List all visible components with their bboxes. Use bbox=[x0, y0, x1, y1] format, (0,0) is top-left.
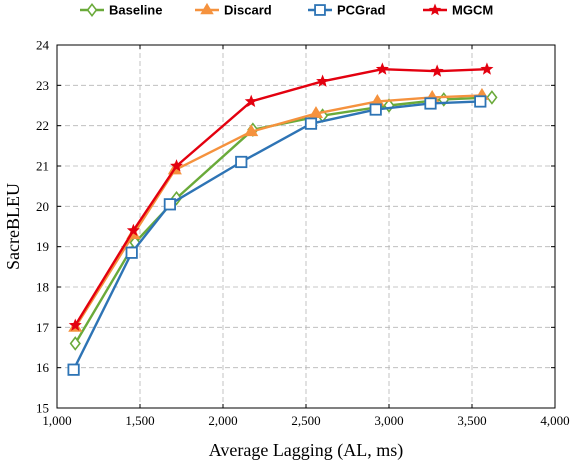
legend-marker-pcgrad bbox=[314, 4, 326, 16]
data-point-pcgrad bbox=[474, 95, 487, 108]
legend-label-baseline: Baseline bbox=[109, 3, 162, 18]
data-point-mgcm bbox=[316, 74, 330, 87]
data-point-discard bbox=[308, 106, 324, 118]
x-tick-label: 1,500 bbox=[125, 413, 154, 428]
x-tick-label: 4,000 bbox=[540, 413, 569, 428]
data-point-discard bbox=[244, 124, 259, 137]
legend-label-mgcm: MGCM bbox=[452, 3, 493, 18]
legend-entry-mgcm: MGCM bbox=[423, 3, 493, 18]
x-tick-label: 3,000 bbox=[374, 413, 403, 428]
data-point-mgcm bbox=[430, 64, 444, 77]
x-tick-label: 2,500 bbox=[291, 413, 320, 428]
x-tick-label: 3,500 bbox=[457, 413, 486, 428]
y-tick-label: 17 bbox=[36, 320, 50, 335]
y-tick-label: 15 bbox=[36, 401, 49, 416]
data-point-baseline bbox=[486, 90, 498, 105]
data-point-pcgrad bbox=[369, 103, 382, 116]
series-mgcm bbox=[68, 62, 494, 331]
x-axis-label: Average Lagging (AL, ms) bbox=[209, 440, 404, 461]
y-tick-label: 16 bbox=[36, 360, 50, 375]
y-tick-label: 21 bbox=[36, 159, 49, 174]
data-point-mgcm bbox=[480, 62, 494, 75]
data-point-pcgrad bbox=[67, 363, 80, 376]
data-point-mgcm bbox=[244, 94, 258, 107]
legend-marker-mgcm bbox=[428, 3, 442, 16]
series-discard bbox=[68, 87, 490, 332]
legend-entry-discard: Discard bbox=[195, 3, 272, 18]
data-point-pcgrad bbox=[163, 198, 176, 211]
series-line-baseline bbox=[74, 96, 492, 345]
data-point-baseline bbox=[69, 336, 81, 351]
series-line-pcgrad bbox=[72, 100, 481, 371]
series-pcgrad bbox=[67, 95, 487, 376]
series-line-discard bbox=[74, 94, 483, 328]
y-tick-label: 20 bbox=[36, 199, 49, 214]
series-line-mgcm bbox=[74, 67, 487, 326]
y-tick-label: 18 bbox=[36, 280, 49, 295]
data-point-mgcm bbox=[170, 159, 184, 172]
y-tick-label: 22 bbox=[36, 118, 49, 133]
data-point-pcgrad bbox=[125, 246, 138, 259]
axis-ticks: 1,000 1,500 2,000 2,500 3,000 3,500 4,000 15 16 1… bbox=[36, 38, 570, 429]
legend-marker-discard bbox=[200, 2, 214, 15]
y-axis-label: SacreBLEU bbox=[3, 183, 23, 270]
series-baseline bbox=[69, 90, 498, 351]
legend-entry-baseline: Baseline bbox=[80, 3, 162, 18]
x-tick-label: 1,000 bbox=[42, 413, 71, 428]
legend: Baseline Discard PCGrad MGCM bbox=[80, 3, 493, 18]
data-point-mgcm bbox=[375, 62, 389, 75]
legend-label-discard: Discard bbox=[224, 3, 272, 18]
legend-marker-baseline bbox=[86, 2, 98, 18]
data-point-mgcm bbox=[126, 223, 140, 237]
y-tick-label: 23 bbox=[36, 78, 49, 93]
data-point-baseline bbox=[170, 190, 183, 206]
data-point-mgcm bbox=[68, 318, 82, 331]
series-layer bbox=[67, 62, 498, 376]
y-tick-label: 19 bbox=[36, 239, 49, 254]
data-point-pcgrad bbox=[424, 97, 437, 110]
legend-entry-pcgrad: PCGrad bbox=[308, 3, 385, 18]
y-tick-label: 24 bbox=[36, 38, 50, 53]
data-point-pcgrad bbox=[235, 155, 248, 169]
data-point-pcgrad bbox=[304, 117, 318, 130]
legend-label-pcgrad: PCGrad bbox=[337, 3, 385, 18]
x-tick-label: 2,000 bbox=[208, 413, 237, 428]
